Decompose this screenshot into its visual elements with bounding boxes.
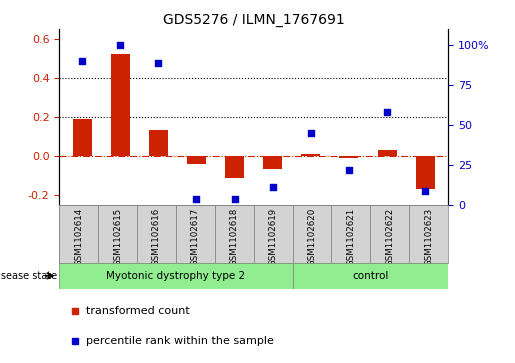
Bar [176, 205, 215, 263]
Point [345, 167, 353, 173]
Text: GSM1102615: GSM1102615 [113, 208, 122, 266]
Text: GSM1102614: GSM1102614 [74, 208, 83, 266]
Bar [377, 150, 397, 156]
Text: percentile rank within the sample: percentile rank within the sample [87, 335, 274, 346]
Bar [293, 263, 448, 289]
Bar [409, 205, 448, 263]
Bar [137, 205, 176, 263]
Bar [370, 205, 409, 263]
Text: GSM1102618: GSM1102618 [230, 208, 238, 266]
Bar [225, 156, 244, 178]
Text: GSM1102617: GSM1102617 [191, 208, 200, 266]
Bar [253, 205, 293, 263]
Bar [73, 119, 92, 156]
Bar [149, 130, 168, 156]
Point [307, 130, 315, 136]
Bar [301, 154, 320, 156]
Bar [187, 156, 206, 164]
Point [78, 58, 86, 64]
Text: GSM1102620: GSM1102620 [307, 208, 316, 266]
Text: control: control [352, 271, 388, 281]
Bar [59, 205, 98, 263]
Point [116, 42, 124, 48]
Text: disease state: disease state [0, 271, 57, 281]
Text: GSM1102622: GSM1102622 [385, 208, 394, 266]
Text: transformed count: transformed count [87, 306, 190, 316]
Text: GSM1102621: GSM1102621 [347, 208, 355, 266]
Point [421, 188, 430, 193]
Bar [416, 156, 435, 189]
Bar [339, 156, 358, 158]
Title: GDS5276 / ILMN_1767691: GDS5276 / ILMN_1767691 [163, 13, 345, 26]
Point [230, 196, 238, 201]
Bar [59, 263, 293, 289]
Point [192, 196, 200, 201]
Text: GSM1102619: GSM1102619 [269, 208, 278, 266]
Point [154, 60, 162, 66]
Bar [111, 54, 130, 156]
Point [383, 109, 391, 115]
Text: GSM1102623: GSM1102623 [424, 208, 433, 266]
Text: GSM1102616: GSM1102616 [152, 208, 161, 266]
Bar [263, 156, 282, 169]
Bar [293, 205, 332, 263]
Point [269, 184, 277, 190]
Bar [332, 205, 370, 263]
Bar [215, 205, 253, 263]
Text: Myotonic dystrophy type 2: Myotonic dystrophy type 2 [106, 271, 246, 281]
Bar [98, 205, 137, 263]
